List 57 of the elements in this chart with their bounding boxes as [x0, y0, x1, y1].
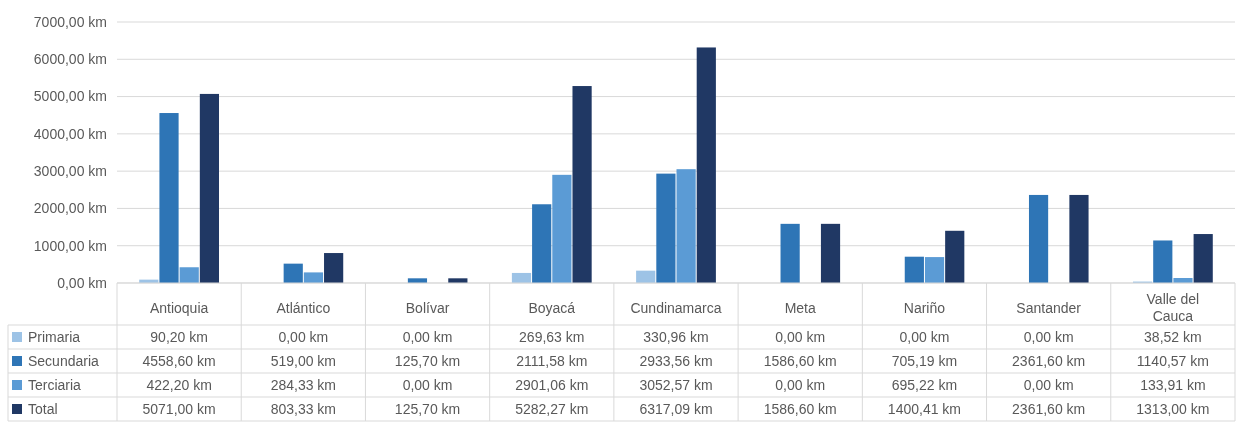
y-tick-label: 0,00 km — [57, 274, 107, 291]
y-tick-label: 1000,00 km — [33, 237, 107, 254]
data-label: 125,70 km — [394, 352, 461, 369]
data-label: 90,20 km — [150, 328, 208, 345]
data-label: 0,00 km — [775, 328, 826, 345]
data-label: 6317,09 km — [639, 400, 713, 417]
legend-label: Primaria — [28, 328, 81, 345]
data-label: 705,19 km — [891, 352, 958, 369]
x-tick-label: Bolívar — [405, 299, 450, 316]
data-label: 38,52 km — [1144, 328, 1202, 345]
x-tick-label: Meta — [784, 299, 816, 316]
legend-label: Total — [28, 400, 58, 417]
legend-label: Secundaria — [28, 352, 100, 369]
data-label: 330,96 km — [643, 328, 709, 345]
data-label: 1586,60 km — [763, 400, 837, 417]
y-tick-label: 4000,00 km — [33, 125, 107, 142]
data-label: 284,33 km — [270, 376, 337, 393]
data-label: 1586,60 km — [763, 352, 837, 369]
legend-label: Terciaria — [28, 376, 82, 393]
data-label: 0,00 km — [1023, 376, 1074, 393]
data-label: 0,00 km — [402, 328, 453, 345]
data-label: 0,00 km — [278, 328, 329, 345]
x-tick-label: Valle del Cauca — [1146, 291, 1200, 325]
y-tick-label: 6000,00 km — [33, 51, 107, 68]
data-label: 2361,60 km — [1012, 400, 1086, 417]
data-label: 5282,27 km — [515, 400, 589, 417]
y-tick-label: 3000,00 km — [33, 163, 107, 180]
data-label: 4558,60 km — [142, 352, 216, 369]
data-label: 1313,00 km — [1136, 400, 1210, 417]
data-label: 133,91 km — [1140, 376, 1206, 393]
data-label: 3052,57 km — [639, 376, 713, 393]
x-tick-label: Atlántico — [276, 299, 331, 316]
data-label: 2361,60 km — [1012, 352, 1086, 369]
x-tick-label: Cundinamarca — [630, 299, 722, 316]
x-tick-label: Boyacá — [528, 299, 576, 316]
data-label: 1140,57 km — [1136, 352, 1209, 369]
data-label: 269,63 km — [519, 328, 585, 345]
data-label: 2901,06 km — [515, 376, 589, 393]
y-tick-label: 5000,00 km — [33, 88, 107, 105]
data-label: 0,00 km — [1023, 328, 1074, 345]
data-label: 2111,58 km — [516, 352, 588, 369]
data-label: 125,70 km — [394, 400, 461, 417]
x-tick-label: Santander — [1016, 299, 1082, 316]
data-label: 0,00 km — [402, 376, 453, 393]
data-label: 0,00 km — [899, 328, 950, 345]
data-label: 519,00 km — [270, 352, 337, 369]
x-tick-label: Antioquia — [149, 299, 209, 316]
data-label: 422,20 km — [146, 376, 212, 393]
y-tick-label: 2000,00 km — [33, 200, 107, 217]
data-label: 5071,00 km — [142, 400, 216, 417]
data-label: 0,00 km — [775, 376, 826, 393]
x-tick-label: Nariño — [903, 299, 946, 316]
data-label: 2933,56 km — [639, 352, 713, 369]
y-tick-label: 7000,00 km — [33, 13, 107, 30]
data-label: 1400,41 km — [887, 400, 962, 417]
data-label: 695,22 km — [891, 376, 958, 393]
data-label: 803,33 km — [270, 400, 337, 417]
